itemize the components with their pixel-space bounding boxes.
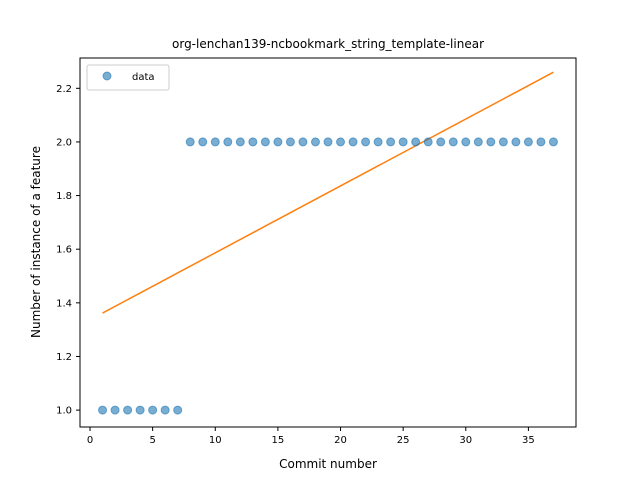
data-point (436, 137, 446, 147)
y-tick-label: 1.6 (56, 245, 72, 256)
data-point (235, 137, 245, 147)
data-point (411, 137, 421, 147)
data-point (273, 137, 283, 147)
x-tick-label: 0 (87, 435, 93, 446)
x-tick-label: 5 (149, 435, 155, 446)
axes-frame (79, 57, 577, 428)
data-point (548, 137, 558, 147)
data-point (110, 405, 120, 415)
data-point (398, 137, 408, 147)
data-point (448, 137, 458, 147)
y-tick-label: 1.8 (56, 191, 72, 202)
x-tick-label: 35 (522, 435, 535, 446)
data-point (473, 137, 483, 147)
data-point (223, 137, 233, 147)
legend: data (86, 64, 170, 91)
data-point (98, 405, 108, 415)
data-point (536, 137, 546, 147)
legend-marker-data (102, 71, 112, 81)
data-point (486, 137, 496, 147)
y-tick-label: 2.0 (56, 137, 72, 148)
data-point (310, 137, 320, 147)
data-point (386, 137, 396, 147)
data-point (373, 137, 383, 147)
y-axis: 1.0 1.2 1.4 1.6 1.8 2.0 2.2 (56, 84, 80, 417)
data-point (248, 137, 258, 147)
data-point (323, 137, 333, 147)
legend-box (86, 64, 170, 91)
chart-title: org-lenchan139-ncbookmark_string_templat… (172, 37, 484, 51)
x-tick-label: 10 (209, 435, 222, 446)
x-tick-label: 20 (334, 435, 347, 446)
y-tick-label: 1.2 (56, 352, 72, 363)
data-point (348, 137, 358, 147)
y-axis-label: Number of instance of a feature (29, 146, 43, 338)
data-point (423, 137, 433, 147)
data-point (461, 137, 471, 147)
data-point (523, 137, 533, 147)
plot-area (98, 71, 558, 415)
data-point (361, 137, 371, 147)
fit-line (102, 71, 554, 314)
data-point (260, 137, 270, 147)
data-point (123, 405, 133, 415)
y-tick-label: 2.2 (56, 84, 72, 95)
data-point (185, 137, 195, 147)
y-tick-label: 1.4 (56, 298, 72, 309)
x-axis: 0 5 10 15 20 25 30 35 (87, 427, 535, 446)
data-point (336, 137, 346, 147)
data-point (160, 405, 170, 415)
x-tick-label: 30 (459, 435, 472, 446)
data-point (498, 137, 508, 147)
data-point (173, 405, 183, 415)
x-tick-label: 15 (272, 435, 285, 446)
data-point (511, 137, 521, 147)
legend-label-data: data (132, 72, 155, 83)
data-point (210, 137, 220, 147)
data-point (148, 405, 158, 415)
y-tick-label: 1.0 (56, 406, 72, 417)
data-point (198, 137, 208, 147)
data-point (298, 137, 308, 147)
x-tick-label: 25 (397, 435, 410, 446)
data-point (285, 137, 295, 147)
x-axis-label: Commit number (279, 457, 377, 471)
data-point (135, 405, 145, 415)
